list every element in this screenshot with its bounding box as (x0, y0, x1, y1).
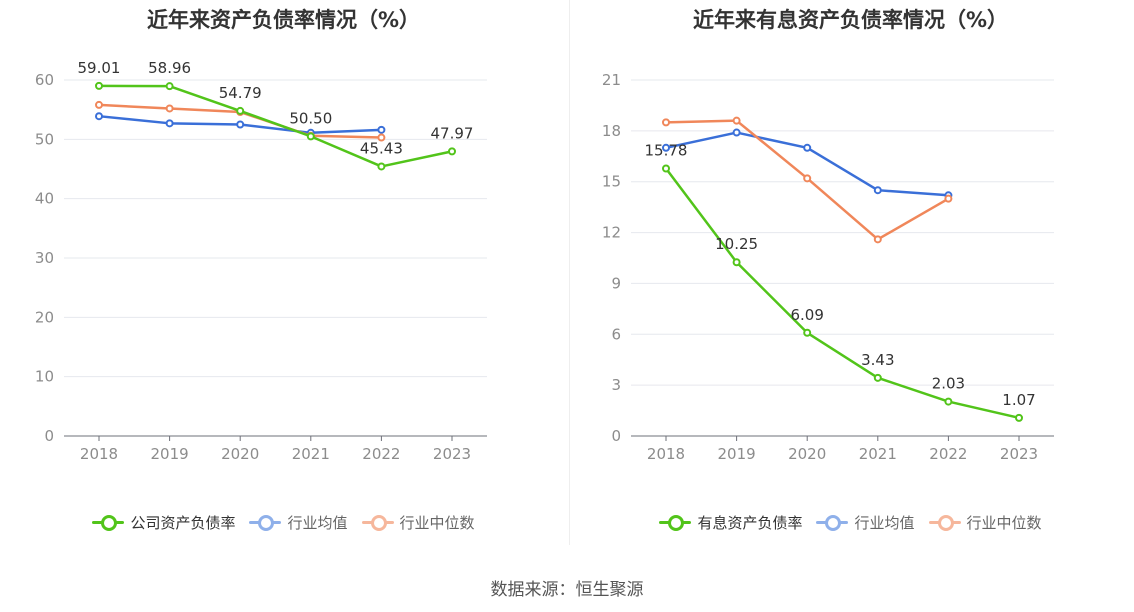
legend-swatch-average (816, 514, 849, 531)
data-point[interactable] (95, 112, 103, 121)
data-label: 50.50 (289, 109, 332, 127)
data-point[interactable] (1015, 413, 1023, 422)
data-point[interactable] (662, 164, 670, 173)
y-tick-label: 18 (602, 122, 621, 140)
chart-legend: 有息资产负债率 行业均值 行业中位数 (567, 510, 1134, 534)
chart-title: 近年来资产负债率情况（%） (146, 8, 421, 32)
legend-label: 行业中位数 (966, 513, 1042, 532)
chart-legend: 公司资产负债率 行业均值 行业中位数 (0, 510, 567, 534)
series-line (665, 131, 949, 197)
data-source-note: 数据来源：恒生聚源 (490, 580, 644, 600)
chart-title: 近年来有息资产负债率情况（%） (692, 8, 1009, 32)
data-label: 1.07 (1002, 391, 1035, 409)
legend-swatch-company (659, 514, 692, 531)
data-point[interactable] (165, 104, 174, 113)
data-label: 6.09 (790, 306, 823, 324)
panel-divider (569, 0, 570, 545)
data-point[interactable] (662, 143, 670, 152)
y-tick-label: 50 (35, 130, 54, 148)
x-tick-label: 2020 (788, 445, 826, 463)
data-label: 54.79 (219, 84, 262, 102)
x-tick-label: 2022 (362, 445, 400, 463)
y-tick-label: 15 (602, 173, 621, 191)
series-line (665, 167, 1020, 420)
legend-label: 行业均值 (287, 513, 348, 532)
y-tick-label: 0 (44, 427, 54, 445)
data-point[interactable] (944, 397, 953, 406)
x-tick-label: 2021 (292, 445, 330, 463)
data-label: 45.43 (360, 139, 403, 157)
legend-label: 公司资产负债率 (130, 513, 236, 532)
legend-label: 行业均值 (854, 513, 915, 532)
x-tick-label: 2021 (859, 445, 897, 463)
data-point[interactable] (732, 128, 741, 137)
data-point[interactable] (165, 82, 174, 91)
data-label: 2.03 (932, 375, 965, 393)
data-label: 59.01 (78, 59, 121, 77)
legend-item-median[interactable]: 行业中位数 (361, 512, 475, 533)
x-tick-label: 2019 (718, 445, 756, 463)
legend-label: 有息资产负债率 (697, 513, 803, 532)
data-point[interactable] (873, 373, 882, 382)
legend-item-average[interactable]: 行业均值 (816, 512, 915, 533)
data-point[interactable] (236, 106, 245, 115)
y-tick-label: 12 (602, 224, 621, 242)
series-line (98, 84, 453, 168)
y-tick-label: 30 (35, 249, 54, 267)
data-point[interactable] (377, 162, 386, 171)
legend-item-median[interactable]: 行业中位数 (928, 512, 1042, 533)
data-label: 15.78 (645, 141, 688, 159)
legend-swatch-median (928, 514, 961, 531)
chart-panel-debt-ratio: 近年来资产负债率情况（%） 0 10 20 30 40 50 60 2018 2019 2020 2… (0, 0, 567, 560)
data-label: 58.96 (148, 59, 191, 77)
y-tick-label: 21 (602, 71, 621, 89)
line-chart-interest-debt-ratio: 0 3 6 9 12 15 18 21 2018 2019 2020 2021 2022 2023 15.7… (602, 71, 1054, 463)
data-label: 47.97 (431, 124, 474, 142)
y-tick-label: 0 (611, 427, 621, 445)
legend-item-average[interactable]: 行业均值 (249, 512, 348, 533)
line-chart-debt-ratio: 0 10 20 30 40 50 60 2018 2019 2020 2021 2022 2023 59.… (35, 59, 487, 463)
chart-panel-interest-debt-ratio: 近年来有息资产负债率情况（%） 0 3 6 9 12 15 18 21 2018 2019 2020… (567, 0, 1134, 560)
x-tick-label: 2023 (433, 445, 471, 463)
legend-swatch-company (92, 514, 125, 531)
x-tick-label: 2020 (221, 445, 259, 463)
data-point[interactable] (873, 186, 882, 195)
x-tick-label: 2018 (80, 445, 118, 463)
data-point[interactable] (803, 174, 812, 183)
y-tick-label: 10 (35, 368, 54, 386)
data-label: 10.25 (715, 235, 758, 253)
data-point[interactable] (377, 125, 386, 134)
data-point[interactable] (732, 258, 741, 267)
data-point[interactable] (236, 120, 245, 129)
legend-item-company[interactable]: 公司资产负债率 (92, 512, 235, 533)
legend-swatch-median (361, 514, 394, 531)
y-tick-label: 40 (35, 190, 54, 208)
data-point[interactable] (306, 132, 315, 141)
legend-swatch-average (249, 514, 282, 531)
y-tick-label: 60 (35, 71, 54, 89)
y-tick-label: 3 (611, 376, 621, 394)
x-tick-label: 2018 (647, 445, 685, 463)
data-point[interactable] (803, 328, 812, 337)
y-tick-label: 20 (35, 308, 54, 326)
data-point[interactable] (95, 81, 103, 90)
legend-label: 行业中位数 (399, 513, 475, 532)
data-point[interactable] (165, 119, 174, 128)
data-label: 3.43 (861, 351, 894, 369)
data-point[interactable] (662, 118, 670, 127)
legend-item-company[interactable]: 有息资产负债率 (659, 512, 802, 533)
x-tick-label: 2022 (929, 445, 967, 463)
data-point[interactable] (448, 147, 456, 156)
x-tick-label: 2023 (1000, 445, 1038, 463)
data-point[interactable] (944, 194, 953, 203)
y-tick-label: 9 (611, 274, 621, 292)
data-point[interactable] (377, 133, 386, 142)
data-point[interactable] (732, 116, 741, 125)
x-tick-label: 2019 (151, 445, 189, 463)
data-point[interactable] (803, 143, 812, 152)
data-point[interactable] (873, 235, 882, 244)
data-point[interactable] (95, 100, 103, 109)
y-tick-label: 6 (611, 325, 621, 343)
